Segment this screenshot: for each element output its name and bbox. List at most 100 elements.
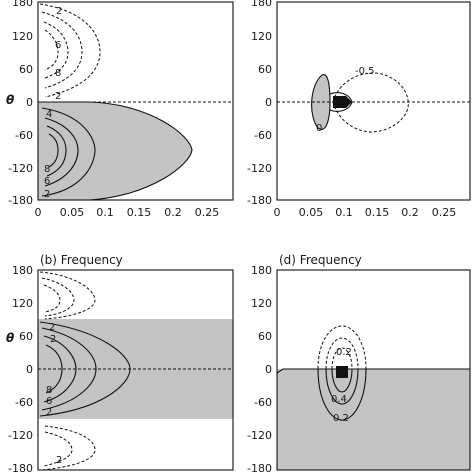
y-tick-label: -60 bbox=[254, 396, 272, 409]
x-tick-label: 0.2 bbox=[164, 206, 182, 219]
contour-line bbox=[44, 29, 59, 71]
contour-label: -0.5 bbox=[355, 66, 375, 77]
contour-label: 2 bbox=[55, 91, 61, 102]
contour-line bbox=[39, 321, 131, 417]
contour-label: 2 bbox=[46, 407, 52, 418]
plot-frame bbox=[37, 269, 234, 471]
plot-frame bbox=[276, 269, 471, 471]
contour-label: 0.4 bbox=[331, 394, 347, 405]
y-tick-label: 60 bbox=[258, 63, 272, 76]
contour-line bbox=[46, 125, 67, 177]
contour-label: 6 bbox=[55, 40, 61, 51]
contour-label: 2 bbox=[44, 189, 50, 200]
x-tick-labels: 0 0.05 0.1 0.15 0.2 0.25 bbox=[274, 206, 457, 219]
panel-title: (b) Frequency bbox=[40, 253, 123, 267]
x-tick-label: 0.1 bbox=[96, 206, 114, 219]
y-tick-label: -120 bbox=[247, 429, 272, 442]
contour-label: 0.2 bbox=[333, 413, 349, 424]
contour-line bbox=[311, 74, 331, 130]
y-tick-label: 60 bbox=[19, 63, 33, 76]
y-tick-label: 120 bbox=[251, 30, 272, 43]
contour-labels: 2 6 8 2 4 8 6 2 bbox=[44, 6, 62, 200]
x-tick-label: 0 bbox=[35, 206, 42, 219]
y-tick-label: 180 bbox=[251, 0, 272, 9]
y-tick-label: -180 bbox=[247, 462, 272, 474]
contour-label: 2 bbox=[50, 334, 56, 345]
y-tick-label: -180 bbox=[247, 194, 272, 207]
contour-label: 8 bbox=[46, 385, 52, 396]
contour-label: 4 bbox=[46, 109, 52, 120]
x-tick-label: 0.05 bbox=[60, 206, 85, 219]
panel-title: (d) Frequency bbox=[279, 253, 362, 267]
contour-label: 6 bbox=[46, 396, 52, 407]
y-tick-labels: 180 120 60 0 -60 -120 -180 bbox=[8, 0, 33, 207]
contour-labels: -0.5 0 bbox=[316, 66, 375, 134]
y-tick-label: 0 bbox=[265, 363, 272, 376]
contour-line bbox=[38, 101, 193, 200]
y-tick-label: 0 bbox=[265, 96, 272, 109]
contour-label: 0 bbox=[316, 123, 322, 134]
contour-line bbox=[43, 21, 69, 79]
contour-line bbox=[329, 92, 353, 112]
y-tick-labels: 180 120 60 0 -60 -120 -180 bbox=[8, 264, 33, 474]
y-tick-labels: 180 120 60 0 -60 -120 -180 bbox=[247, 0, 272, 207]
contour-line bbox=[43, 335, 77, 403]
x-tick-labels: 0 0.05 0.1 0.15 0.2 0.25 bbox=[35, 206, 220, 219]
y-tick-label: 60 bbox=[19, 330, 33, 343]
x-tick-label: 0.05 bbox=[299, 206, 324, 219]
contour-line bbox=[41, 425, 96, 470]
contour-line bbox=[332, 72, 409, 133]
y-tick-label: -60 bbox=[254, 129, 272, 142]
contour-line bbox=[331, 368, 353, 393]
contour-line bbox=[317, 325, 367, 370]
shaded-region bbox=[38, 102, 192, 200]
dense-core bbox=[336, 366, 348, 378]
panel-c: -0.5 0 180 120 60 0 -60 -120 -180 0 0.05… bbox=[247, 0, 471, 219]
panel-b: (b) Frequency 2 2 8 6 2 2 180 120 60 bbox=[6, 253, 234, 474]
panel-d: (d) Frequency 0.2 0.4 0.2 180 120 60 0 -… bbox=[247, 253, 471, 474]
y-tick-label: -120 bbox=[8, 429, 33, 442]
shaded-region bbox=[311, 74, 330, 130]
contour-label: 6 bbox=[44, 176, 50, 187]
y-tick-label: 0 bbox=[26, 363, 33, 376]
contour-label: 2 bbox=[49, 322, 55, 333]
contour-line bbox=[41, 107, 96, 197]
contour-line bbox=[41, 277, 75, 317]
y-tick-label: -60 bbox=[15, 129, 33, 142]
y-tick-label: 60 bbox=[258, 330, 272, 343]
contour-line bbox=[43, 284, 61, 313]
contour-line bbox=[39, 271, 96, 320]
y-tick-label: -180 bbox=[8, 194, 33, 207]
x-tick-label: 0.25 bbox=[432, 206, 457, 219]
x-tick-label: 0.2 bbox=[401, 206, 419, 219]
x-tick-label: 0.15 bbox=[365, 206, 390, 219]
contour-label: 8 bbox=[44, 164, 50, 175]
contour-label: 8 bbox=[55, 68, 61, 79]
shaded-region bbox=[277, 369, 470, 470]
y-tick-label: 180 bbox=[12, 264, 33, 277]
dense-core bbox=[333, 96, 352, 108]
contour-label: 0.2 bbox=[336, 347, 352, 358]
y-tick-labels: 180 120 60 0 -60 -120 -180 bbox=[247, 264, 272, 474]
plot-frame bbox=[276, 1, 471, 201]
y-tick-label: 120 bbox=[251, 297, 272, 310]
x-tick-label: 0.15 bbox=[127, 206, 152, 219]
plot-frame bbox=[37, 1, 234, 201]
y-tick-label: 120 bbox=[12, 297, 33, 310]
x-tick-label: 0 bbox=[274, 206, 281, 219]
contour-line bbox=[317, 368, 367, 421]
contour-line bbox=[325, 337, 359, 370]
y-tick-label: -180 bbox=[8, 462, 33, 474]
y-tick-label: -60 bbox=[15, 396, 33, 409]
panel-a: 2 6 8 2 4 8 6 2 180 120 60 0 -60 -120 -1… bbox=[6, 0, 234, 219]
y-tick-label: -120 bbox=[247, 162, 272, 175]
x-tick-label: 0.1 bbox=[335, 206, 353, 219]
y-axis-label: θ bbox=[6, 331, 14, 345]
contour-line bbox=[45, 344, 63, 394]
contour-line bbox=[39, 3, 101, 98]
zero-contour bbox=[277, 368, 470, 374]
y-axis-label: θ bbox=[6, 93, 14, 107]
y-tick-label: 120 bbox=[12, 30, 33, 43]
contour-line bbox=[41, 327, 97, 411]
